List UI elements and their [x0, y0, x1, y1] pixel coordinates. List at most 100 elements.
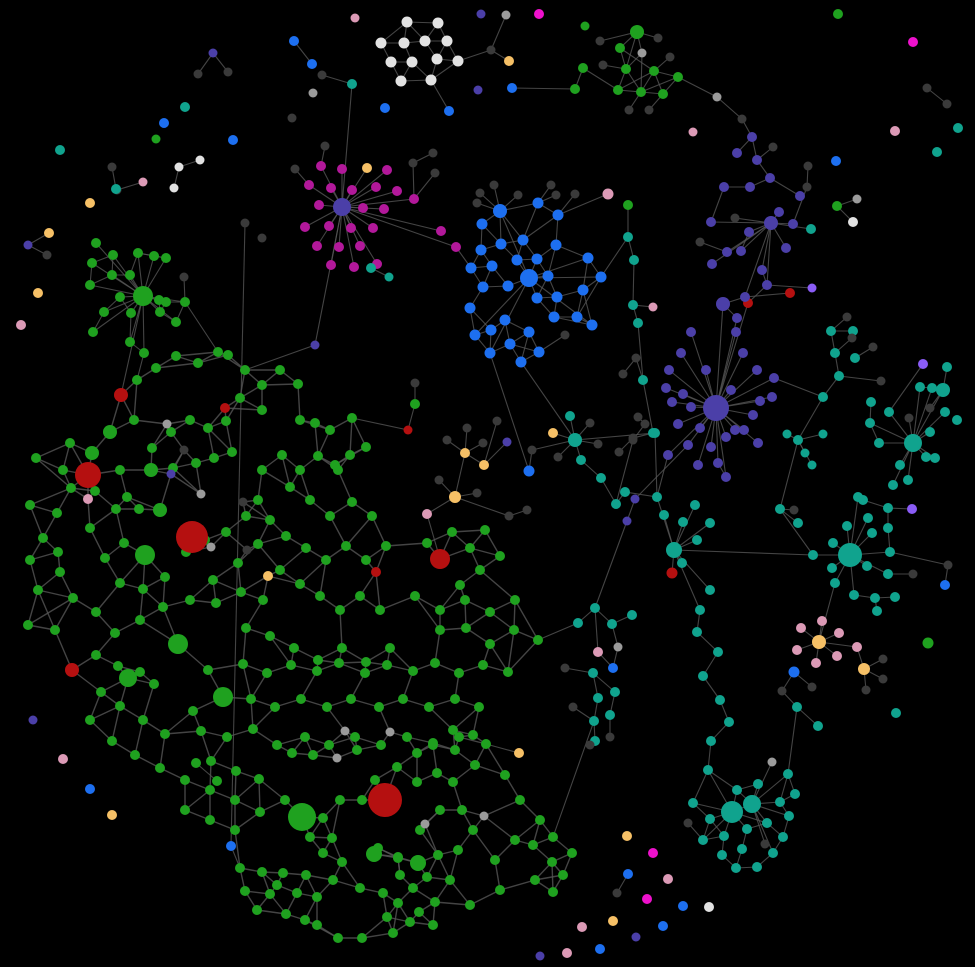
graph-node[interactable]	[265, 515, 275, 525]
graph-node[interactable]	[629, 255, 639, 265]
graph-node[interactable]	[212, 776, 222, 786]
graph-node[interactable]	[515, 356, 527, 368]
graph-node[interactable]	[346, 223, 356, 233]
graph-node[interactable]	[683, 440, 693, 450]
graph-node[interactable]	[304, 180, 314, 190]
graph-node[interactable]	[743, 795, 761, 813]
graph-node[interactable]	[114, 388, 128, 402]
graph-node[interactable]	[179, 445, 189, 455]
graph-node[interactable]	[355, 591, 365, 601]
graph-node[interactable]	[347, 79, 357, 89]
graph-node[interactable]	[753, 779, 763, 789]
graph-node[interactable]	[392, 762, 402, 772]
graph-node[interactable]	[703, 765, 713, 775]
graph-node[interactable]	[627, 610, 637, 620]
graph-node[interactable]	[495, 885, 505, 895]
graph-node[interactable]	[613, 642, 623, 652]
graph-node[interactable]	[151, 363, 161, 373]
graph-node[interactable]	[713, 458, 723, 468]
graph-node[interactable]	[134, 504, 144, 514]
graph-node[interactable]	[542, 270, 554, 282]
graph-node[interactable]	[765, 173, 775, 183]
graph-node[interactable]	[838, 543, 862, 567]
graph-node[interactable]	[925, 403, 935, 413]
graph-node[interactable]	[213, 687, 233, 707]
graph-node[interactable]	[548, 832, 558, 842]
graph-node[interactable]	[305, 495, 315, 505]
graph-node[interactable]	[96, 687, 106, 697]
graph-node[interactable]	[270, 702, 280, 712]
graph-node[interactable]	[479, 460, 489, 470]
graph-node[interactable]	[692, 535, 702, 545]
graph-node[interactable]	[706, 442, 716, 452]
graph-node[interactable]	[698, 671, 708, 681]
graph-node[interactable]	[138, 584, 148, 594]
graph-node[interactable]	[867, 528, 877, 538]
graph-node[interactable]	[235, 863, 245, 873]
graph-node[interactable]	[262, 668, 272, 678]
graph-node[interactable]	[607, 619, 617, 629]
graph-node[interactable]	[568, 702, 578, 712]
graph-node[interactable]	[769, 373, 779, 383]
graph-node[interactable]	[595, 944, 605, 954]
graph-node[interactable]	[435, 625, 445, 635]
graph-node[interactable]	[706, 217, 716, 227]
graph-node[interactable]	[130, 750, 140, 760]
graph-node[interactable]	[940, 407, 950, 417]
graph-node[interactable]	[883, 569, 893, 579]
graph-node[interactable]	[515, 795, 525, 805]
graph-node[interactable]	[326, 183, 336, 193]
graph-node[interactable]	[818, 392, 828, 402]
graph-node[interactable]	[731, 863, 741, 873]
graph-node[interactable]	[532, 197, 544, 209]
graph-node[interactable]	[807, 283, 817, 293]
graph-node[interactable]	[133, 248, 143, 258]
graph-node[interactable]	[325, 425, 335, 435]
graph-node[interactable]	[891, 708, 901, 718]
graph-node[interactable]	[888, 480, 898, 490]
graph-node[interactable]	[713, 647, 723, 657]
graph-node[interactable]	[395, 870, 405, 880]
graph-node[interactable]	[180, 805, 190, 815]
graph-node[interactable]	[890, 126, 900, 136]
graph-node[interactable]	[138, 177, 148, 187]
graph-node[interactable]	[241, 623, 251, 633]
graph-node[interactable]	[401, 16, 413, 28]
graph-node[interactable]	[310, 340, 320, 350]
graph-node[interactable]	[633, 412, 643, 422]
graph-node[interactable]	[503, 667, 513, 677]
graph-node[interactable]	[379, 204, 389, 214]
graph-node[interactable]	[878, 654, 888, 664]
graph-node[interactable]	[138, 715, 148, 725]
graph-node[interactable]	[793, 518, 803, 528]
graph-node[interactable]	[610, 687, 620, 697]
graph-node[interactable]	[922, 83, 932, 93]
graph-node[interactable]	[774, 207, 784, 217]
graph-node[interactable]	[475, 188, 485, 198]
graph-node[interactable]	[257, 867, 267, 877]
graph-node[interactable]	[465, 900, 475, 910]
graph-node[interactable]	[220, 403, 230, 413]
graph-node[interactable]	[85, 715, 95, 725]
graph-node[interactable]	[834, 628, 844, 638]
graph-node[interactable]	[257, 405, 267, 415]
graph-node[interactable]	[357, 933, 367, 943]
graph-node[interactable]	[85, 784, 95, 794]
graph-node[interactable]	[23, 620, 33, 630]
graph-node[interactable]	[422, 509, 432, 519]
graph-node[interactable]	[65, 663, 79, 677]
graph-node[interactable]	[842, 521, 852, 531]
graph-node[interactable]	[460, 595, 470, 605]
graph-node[interactable]	[149, 251, 159, 261]
graph-node[interactable]	[436, 226, 446, 236]
graph-node[interactable]	[862, 561, 872, 571]
graph-node[interactable]	[551, 291, 563, 303]
graph-node[interactable]	[185, 595, 195, 605]
graph-node[interactable]	[393, 898, 403, 908]
graph-node[interactable]	[206, 542, 216, 552]
graph-node[interactable]	[171, 317, 181, 327]
graph-node[interactable]	[277, 450, 287, 460]
graph-node[interactable]	[849, 590, 859, 600]
graph-node[interactable]	[253, 495, 263, 505]
